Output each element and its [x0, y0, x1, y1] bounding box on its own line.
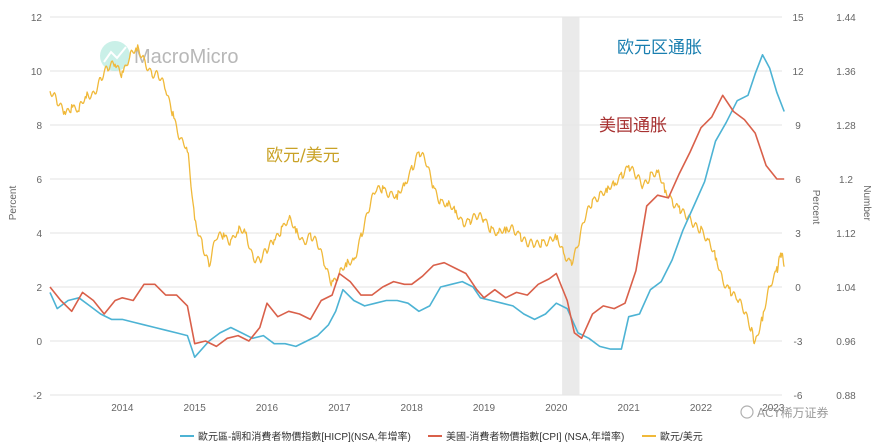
watermark-text: MacroMicro [134, 46, 238, 68]
right-number-axis-ticks: 1.44 1.36 1.28 1.2 1.12 1.04 0.96 0.88 [836, 13, 856, 402]
right-percent-tick-label: 15 [792, 13, 804, 24]
legend-item-eurusd[interactable]: 歐元/美元 [642, 430, 703, 443]
x-axis-ticks: 2014 2015 2016 2017 2018 2019 2020 2021 2022 2023 [111, 403, 785, 414]
right-percent-tick-label: -3 [794, 337, 803, 348]
watermark: MacroMicro [100, 41, 238, 71]
right-percent-tick-label: -6 [794, 391, 803, 402]
x-tick-label: 2015 [184, 403, 207, 414]
legend-label-cpi: 美國-消費者物價指數[CPI] (NSA,年增率) [446, 430, 624, 443]
x-tick-label: 2022 [690, 403, 713, 414]
right-percent-tick-label: 6 [795, 175, 801, 186]
gridlines [50, 16, 782, 396]
right-percent-tick-label: 9 [795, 121, 801, 132]
x-tick-label: 2019 [473, 403, 496, 414]
annotation-eurozone-inflation: 欧元区通胀 [617, 38, 702, 58]
legend-item-cpi[interactable]: 美國-消費者物價指數[CPI] (NSA,年增率) [428, 430, 624, 443]
left-tick-label: 4 [36, 229, 42, 240]
legend-label-hicp: 歐元區-調和消費者物價指數[HICP](NSA,年增率) [198, 430, 411, 443]
series-line-2 [49, 44, 785, 345]
series-line-1 [49, 94, 785, 348]
x-tick-label: 2016 [256, 403, 279, 414]
left-tick-label: 12 [31, 13, 43, 24]
right-number-tick-label: 1.04 [836, 283, 856, 294]
right-percent-axis-title: Percent [810, 190, 821, 225]
x-tick-label: 2021 [618, 403, 641, 414]
shaded-period [562, 17, 580, 395]
annotation-eurusd: 欧元/美元 [266, 146, 340, 166]
left-tick-label: 6 [36, 175, 42, 186]
right-number-tick-label: 0.96 [836, 337, 856, 348]
right-number-tick-label: 1.12 [836, 229, 856, 240]
series-line-0 [49, 53, 785, 359]
right-percent-tick-label: 3 [795, 229, 801, 240]
corner-brand-text: ACY稀万证券 [757, 405, 829, 420]
left-tick-label: 0 [36, 337, 42, 348]
x-tick-label: 2023 [762, 403, 785, 414]
left-tick-label: 2 [36, 283, 42, 294]
annotation-us-inflation: 美国通胀 [599, 116, 667, 136]
right-number-tick-label: 1.36 [836, 67, 856, 78]
brand-chat-icon [740, 405, 754, 419]
left-axis-title: Percent [8, 186, 19, 221]
x-tick-label: 2020 [545, 403, 568, 414]
x-tick-label: 2018 [401, 403, 424, 414]
right-number-axis-title: Number [861, 185, 872, 221]
left-tick-label: 10 [31, 67, 43, 78]
left-tick-label: 8 [36, 121, 42, 132]
right-percent-tick-label: 0 [795, 283, 801, 294]
legend[interactable]: 歐元區-調和消費者物價指數[HICP](NSA,年增率) 美國-消費者物價指數[… [180, 430, 703, 443]
right-percent-axis-ticks: 15 12 9 6 3 0 -3 -6 [792, 13, 804, 402]
x-tick-label: 2017 [328, 403, 351, 414]
left-tick-label: -2 [33, 391, 42, 402]
right-number-tick-label: 1.44 [836, 13, 856, 24]
legend-item-hicp[interactable]: 歐元區-調和消費者物價指數[HICP](NSA,年增率) [180, 430, 411, 443]
right-number-tick-label: 1.28 [836, 121, 856, 132]
right-percent-tick-label: 12 [792, 67, 804, 78]
right-number-tick-label: 1.2 [839, 175, 853, 186]
right-number-tick-label: 0.88 [836, 391, 856, 402]
legend-label-eurusd: 歐元/美元 [660, 430, 703, 443]
corner-brand: ACY稀万证券 [740, 405, 829, 420]
series-lines [49, 44, 785, 359]
x-tick-label: 2014 [111, 403, 134, 414]
left-axis-ticks: 12 10 8 6 4 2 0 -2 [31, 13, 43, 402]
watermark-logo-mark-icon [103, 46, 127, 63]
